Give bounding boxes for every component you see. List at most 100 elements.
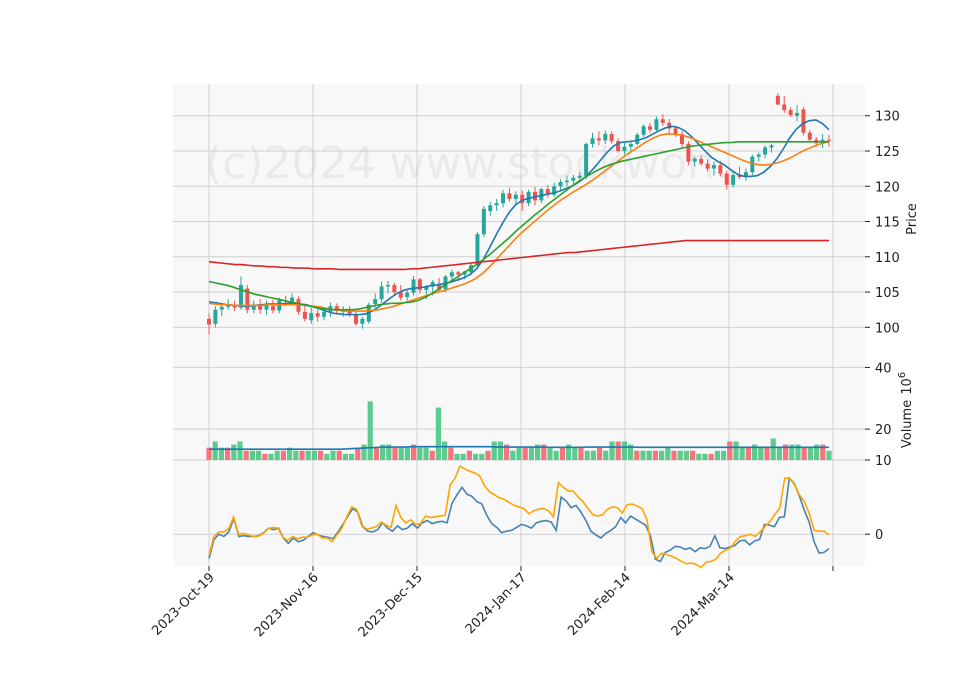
volume-bar: [280, 450, 286, 460]
candle-down: [679, 134, 684, 144]
volume-bar: [584, 450, 590, 460]
candle-up: [795, 112, 800, 116]
candle-up: [251, 304, 256, 310]
volume-bar: [789, 444, 795, 460]
volume-bar: [795, 444, 801, 460]
volume-bar: [485, 450, 491, 460]
volume-bar: [479, 453, 485, 460]
volume-bar: [727, 441, 733, 460]
x-tick-label: 2024-Feb-14: [565, 570, 634, 639]
volume-bar: [826, 450, 832, 460]
candle-down: [507, 193, 512, 199]
x-tick-label: 2023-Dec-15: [356, 570, 426, 640]
volume-bar: [429, 450, 435, 460]
volume-bar: [380, 444, 386, 460]
candle-down: [788, 110, 793, 116]
volume-bar: [355, 447, 361, 460]
volume-bar: [293, 450, 299, 460]
candle-up: [501, 193, 506, 204]
volume-bar: [417, 447, 423, 460]
volume-bar: [714, 450, 720, 460]
volume-bar: [249, 450, 255, 460]
volume-bar: [504, 444, 510, 460]
candle-down: [699, 158, 704, 164]
candle-down: [807, 132, 812, 140]
volume-bar: [442, 441, 448, 460]
volume-bar: [628, 444, 634, 460]
volume-bar: [473, 453, 479, 460]
oscillator-tick-label: 0: [875, 528, 883, 543]
volume-bar: [342, 453, 348, 460]
volume-bar: [572, 447, 578, 460]
volume-bar: [733, 441, 739, 460]
volume-bar: [349, 453, 355, 460]
volume-bar: [318, 450, 324, 460]
candle-up: [213, 309, 218, 324]
volume-bar: [454, 453, 460, 460]
candle-up: [571, 177, 576, 181]
volume-bar: [566, 444, 572, 460]
candle-down: [667, 122, 672, 129]
candle-up: [731, 174, 736, 185]
volume-bar: [336, 450, 342, 460]
candle-down: [437, 283, 442, 290]
volume-bar: [435, 407, 441, 460]
candle-up: [238, 285, 243, 308]
candle-up: [219, 306, 224, 310]
volume-bar: [225, 447, 231, 460]
volume-bar: [398, 447, 404, 460]
volume-bar: [268, 453, 274, 460]
candle-up: [628, 143, 633, 147]
volume-bar: [590, 450, 596, 460]
candle-down: [245, 288, 250, 310]
candle-down: [520, 194, 525, 204]
volume-bar: [770, 438, 776, 460]
volume-bar: [324, 453, 330, 460]
volume-panel: [206, 401, 832, 460]
volume-bar: [646, 450, 652, 460]
candle-down: [609, 134, 614, 142]
candle-down: [616, 141, 621, 151]
volume-bar: [621, 441, 627, 460]
volume-bar: [640, 450, 646, 460]
price-axis-label: Price: [905, 203, 920, 235]
price-panel: [207, 93, 831, 335]
volume-bar: [783, 444, 789, 460]
volume-bar: [541, 444, 547, 460]
volume-bar: [801, 447, 807, 460]
volume-bar: [206, 447, 212, 460]
candle-down: [827, 139, 831, 141]
volume-bar: [683, 450, 689, 460]
candle-up: [622, 146, 627, 151]
candle-down: [660, 119, 665, 123]
volume-bar: [212, 441, 218, 460]
candle-up: [558, 182, 563, 187]
candle-up: [743, 172, 748, 178]
volume-bar: [758, 447, 764, 460]
candle-up: [385, 285, 390, 287]
volume-bar: [466, 450, 472, 460]
candle-down: [801, 109, 806, 133]
volume-bar: [820, 444, 826, 460]
candle-up: [494, 203, 499, 206]
candle-down: [232, 306, 237, 308]
candle-up: [424, 286, 429, 290]
volume-bar: [764, 447, 770, 460]
volume-tick-label: 40: [875, 361, 892, 376]
candle-up: [654, 119, 659, 130]
volume-bar: [274, 450, 280, 460]
volume-bar: [535, 444, 541, 460]
volume-bar: [243, 450, 249, 460]
candle-up: [411, 279, 416, 293]
candle-up: [692, 158, 697, 162]
volume-bar: [659, 450, 665, 460]
candle-up: [763, 147, 768, 155]
volume-bar: [262, 453, 268, 460]
x-tick-label: 2023-Nov-16: [252, 570, 322, 640]
ma60-line: [208, 239, 829, 271]
candle-up: [322, 311, 327, 317]
volume-bar: [491, 441, 497, 460]
volume-bar: [609, 441, 615, 460]
volume-bar: [615, 441, 621, 460]
